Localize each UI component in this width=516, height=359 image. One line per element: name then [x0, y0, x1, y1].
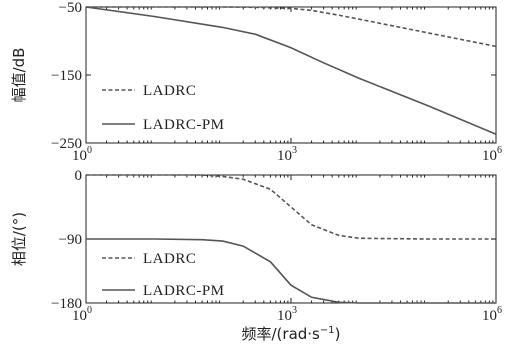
magnitude-xtick-exponent: 0: [87, 145, 92, 156]
phase-xtick-exponent: 3: [292, 305, 297, 316]
phase-legend-label-ladrc-pm: LADRC-PM: [143, 283, 225, 299]
phase-ytick-label: −90: [59, 232, 82, 248]
phase-series-ladrc-pm-line: [86, 238, 496, 304]
phase-xtick-label: 106: [482, 305, 502, 324]
xlabel-prefix: 频率/(rad·s: [242, 325, 321, 343]
magnitude-legend-label-ladrc-pm: LADRC-PM: [143, 117, 225, 133]
phase-legend-label-ladrc: LADRC: [143, 251, 196, 267]
magnitude-xtick-label: 106: [482, 145, 502, 164]
phase-ytick-label: 0: [75, 168, 83, 184]
phase-panel: 100 103 1060−90−180LADRCLADRC-PM相位/(°)频率/(…: [10, 168, 502, 343]
magnitude-xtick-label: 103: [277, 145, 297, 164]
phase-xtick-exponent: 0: [87, 305, 92, 316]
phase-ytick-label: −180: [51, 296, 82, 312]
magnitude-legend-label-ladrc: LADRC: [143, 83, 196, 99]
magnitude-series-ladrc-pm-line: [85, 6, 497, 135]
xlabel-suffix: ): [335, 325, 341, 343]
magnitude-xtick-exponent: 3: [292, 145, 297, 156]
magnitude-ytick-label: −150: [51, 68, 82, 84]
magnitude-ytick-label: −50: [59, 0, 82, 16]
magnitude-ylabel: 幅值/dB: [10, 48, 28, 103]
phase-xlabel: 频率/(rad·s−1): [242, 325, 341, 343]
phase-xtick-label: 103: [277, 305, 297, 324]
magnitude-series-ladrc-line: [86, 6, 497, 48]
magnitude-xtick-exponent: 6: [497, 145, 502, 156]
magnitude-ytick-label: −250: [51, 136, 82, 152]
phase-series-ladrc-line: [86, 174, 496, 240]
xlabel-superscript: −1: [320, 325, 335, 336]
phase-xtick-exponent: 6: [497, 305, 502, 316]
phase-ylabel: 相位/(°): [10, 212, 28, 266]
